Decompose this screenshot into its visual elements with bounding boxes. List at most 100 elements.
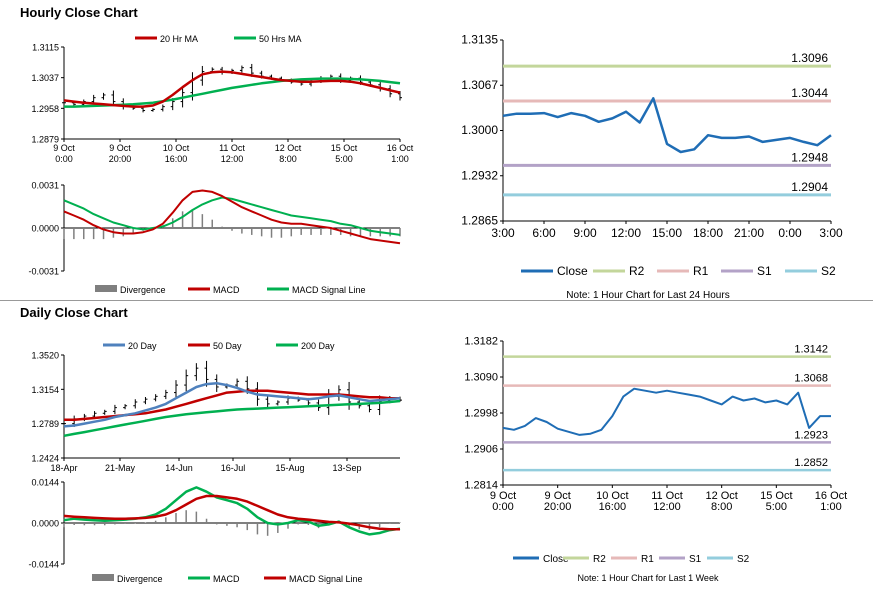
hourly-24h-x-tick-label: 6:00 <box>532 226 556 240</box>
daily-price-x-tick-label: 18-Apr <box>50 463 77 473</box>
daily-price-x-tick-label: 16-Jul <box>221 463 246 473</box>
hourly-price-y-tick-label: 1.2879 <box>31 135 59 145</box>
hourly-24h-legend-s1-label: S1 <box>757 264 772 278</box>
daily-200day-line <box>63 399 401 438</box>
daily-week-legend-r2-label: R2 <box>593 554 606 565</box>
daily-week-legend-s1-label: S1 <box>689 554 702 565</box>
daily-week-level-r2-label: 1.3142 <box>794 344 828 356</box>
legend-200day-label: 200 Day <box>301 341 335 351</box>
hourly-price-x-tick-label: 1:00 <box>391 154 409 164</box>
daily-macd-signal-line <box>63 494 400 531</box>
daily-week-y-tick-label: 1.2906 <box>464 444 498 456</box>
hourly-macd-signal-line <box>63 196 401 236</box>
daily-week-level-r1-label: 1.3068 <box>794 373 828 385</box>
hourly-24h-x-tick-label: 9:00 <box>573 226 597 240</box>
hourly-price-x-tick-label: 16 Oct <box>387 143 414 153</box>
legend-50hrs-ma-label: 50 Hrs MA <box>259 34 302 44</box>
hourly-price-x-tick-label: 15 Oct <box>331 143 358 153</box>
legend-daily-divergence-swatch <box>92 574 114 581</box>
hourly-price-x-tick-label: 11 Oct <box>219 143 245 153</box>
legend-hourly-divergence-swatch <box>95 285 117 292</box>
hourly-24h-legend-s2-label: S2 <box>821 264 836 278</box>
hourly-price-x-tick-label: 20:00 <box>109 154 132 164</box>
hourly-macd-y-tick-label: 0.0000 <box>31 224 59 234</box>
daily-week-x-tick-label: 0:00 <box>492 501 513 513</box>
daily-week-x-tick-label: 20:00 <box>544 501 572 513</box>
daily-price-y-tick-label: 1.3154 <box>31 385 59 395</box>
legend-50day-label: 50 Day <box>213 341 242 351</box>
daily-week-close-line <box>502 387 831 436</box>
hourly-price-y-tick-label: 1.3037 <box>31 73 59 83</box>
hourly-24h-level-r1-label: 1.3044 <box>791 86 828 100</box>
hourly-price-x-tick-label: 12:00 <box>221 154 244 164</box>
daily-week-x-tick-label: 10 Oct <box>596 490 628 502</box>
daily-macd-line <box>63 486 401 536</box>
hourly-price-x-tick-label: 10 Oct <box>163 143 190 153</box>
daily-week-x-tick-label: 9 Oct <box>545 490 571 502</box>
hourly-price-x-tick-label: 0:00 <box>55 154 73 164</box>
daily-week-level-s1-label: 1.2923 <box>794 429 828 441</box>
hourly-24h-legend-r1-label: R1 <box>693 264 709 278</box>
daily-price-x-tick-label: 21-May <box>105 463 136 473</box>
daily-week-x-tick-label: 1:00 <box>820 501 841 513</box>
hourly-price-x-tick-label: 16:00 <box>165 154 188 164</box>
daily-week-y-tick-label: 1.2814 <box>464 480 498 492</box>
daily-20day-line <box>63 381 401 428</box>
hourly-24h-x-tick-label: 3:00 <box>491 226 515 240</box>
daily-week-note: Note: 1 Hour Chart for Last 1 Week <box>578 573 719 583</box>
hourly-24h-level-r2-label: 1.3096 <box>791 51 828 65</box>
hourly-24h-y-tick-label: 1.3067 <box>461 78 498 92</box>
hourly-macd-y-tick-label: 0.0031 <box>31 181 59 191</box>
hourly-24h-x-tick-label: 3:00 <box>819 226 843 240</box>
legend-daily-macd-signal-label: MACD Signal Line <box>289 574 363 584</box>
hourly-24h-legend-r2-label: R2 <box>629 264 645 278</box>
daily-week-x-tick-label: 15 Oct <box>760 490 792 502</box>
hourly-24h-y-tick-label: 1.2865 <box>461 214 498 228</box>
daily-week-x-tick-label: 12:00 <box>653 501 681 513</box>
hourly-20hr-ma-line <box>63 70 401 108</box>
daily-week-x-tick-label: 5:00 <box>766 501 787 513</box>
daily-week-legend-r1-label: R1 <box>641 554 654 565</box>
hourly-price-x-tick-label: 9 Oct <box>109 143 131 153</box>
hourly-price-y-tick-label: 1.3115 <box>32 43 59 53</box>
daily-week-x-tick-label: 9 Oct <box>490 490 516 502</box>
hourly-price-x-tick-label: 9 Oct <box>53 143 75 153</box>
daily-price-x-tick-label: 13-Sep <box>332 463 361 473</box>
daily-week-x-tick-label: 16 Oct <box>815 490 847 502</box>
hourly-macd-line <box>63 189 401 245</box>
hourly-macd-y-tick-label: -0.0031 <box>28 267 59 277</box>
daily-macd-y-tick-label: 0.0000 <box>31 519 59 529</box>
hourly-24h-x-tick-label: 0:00 <box>778 226 802 240</box>
daily-macd-y-tick-label: 0.0144 <box>31 478 59 488</box>
hourly-price-x-tick-label: 12 Oct <box>275 143 302 153</box>
hourly-24h-y-tick-label: 1.3135 <box>461 33 498 47</box>
legend-20hr-ma-label: 20 Hr MA <box>160 34 198 44</box>
hourly-24h-x-tick-label: 21:00 <box>734 226 764 240</box>
legend-daily-divergence-label: Divergence <box>117 574 163 584</box>
hourly-price-y-tick-label: 1.2958 <box>31 104 59 114</box>
hourly-24h-close-line <box>502 97 832 154</box>
legend-20day-label: 20 Day <box>128 341 157 351</box>
hourly-price-x-tick-label: 8:00 <box>279 154 297 164</box>
legend-hourly-macd-signal-label: MACD Signal Line <box>292 285 366 295</box>
hourly-24h-x-tick-label: 15:00 <box>652 226 682 240</box>
section-divider <box>0 300 873 301</box>
daily-week-y-tick-label: 1.3182 <box>464 336 498 348</box>
hourly-24h-legend-close-label: Close <box>557 264 588 278</box>
daily-section-title: Daily Close Chart <box>20 305 128 320</box>
daily-price-y-tick-label: 1.2424 <box>31 454 59 464</box>
hourly-24h-x-tick-label: 12:00 <box>611 226 641 240</box>
hourly-24h-y-tick-label: 1.2932 <box>461 168 498 182</box>
hourly-24h-y-tick-label: 1.3000 <box>461 123 498 137</box>
daily-week-x-tick-label: 12 Oct <box>705 490 737 502</box>
hourly-24h-x-tick-label: 18:00 <box>693 226 723 240</box>
daily-week-y-tick-label: 1.3090 <box>464 372 498 384</box>
daily-week-legend-s2-label: S2 <box>737 554 750 565</box>
daily-week-x-tick-label: 16:00 <box>599 501 627 513</box>
daily-price-x-tick-label: 15-Aug <box>275 463 304 473</box>
hourly-24h-level-s1-label: 1.2948 <box>791 150 828 164</box>
daily-week-x-tick-label: 8:00 <box>711 501 732 513</box>
hourly-price-x-tick-label: 5:00 <box>335 154 353 164</box>
hourly-24h-level-s2-label: 1.2904 <box>791 180 828 194</box>
